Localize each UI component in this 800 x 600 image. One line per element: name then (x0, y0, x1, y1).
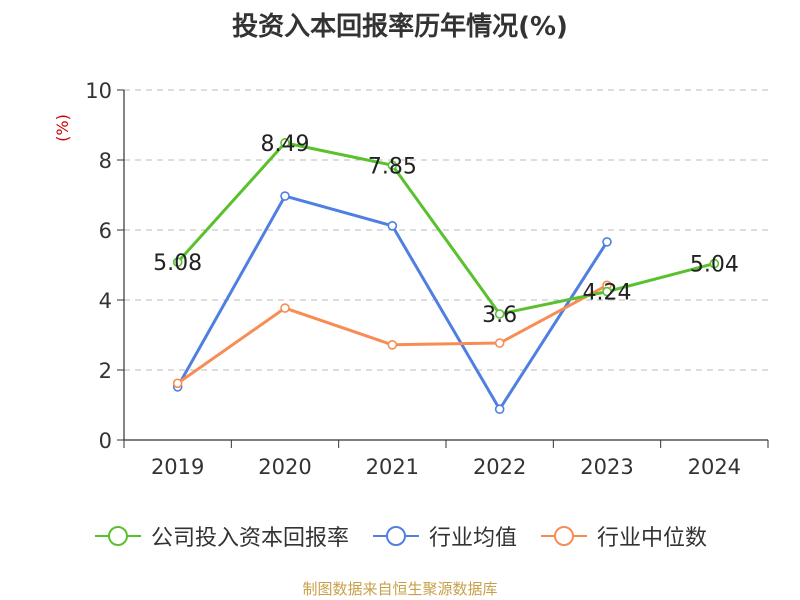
data-point (494, 309, 505, 319)
chart-title: 投资入本回报率历年情况(%) (232, 12, 568, 42)
data-point (280, 138, 290, 148)
axis-layer: 0 2 4 6 8 10 2019 2020 2021 2022 2023 2024 (85, 79, 769, 479)
label-layer: 5.08 8.49 7.85 3.6 4.24 5.04 (153, 132, 739, 328)
data-point (602, 286, 612, 297)
x-tick-label: 2020 (258, 455, 311, 479)
series-line (176, 141, 715, 316)
legend: 公司投入资本回报率 行业均值 行业中位数 (0, 518, 800, 554)
legend-label: 行业中位数 (597, 526, 708, 551)
y-tick-label: 6 (99, 219, 112, 243)
y-axis-label: (%) (53, 114, 72, 142)
data-label: 8.49 (261, 132, 310, 157)
source-note: 制图数据来自恒生聚源数据库 (302, 580, 498, 598)
data-label: 5.08 (153, 251, 202, 276)
x-tick-label: 2021 (366, 455, 419, 479)
data-label: 4.24 (583, 281, 632, 306)
data-label: 3.6 (482, 303, 517, 328)
x-tick-label: 2023 (580, 455, 633, 479)
data-point (494, 404, 505, 415)
legend-marker-icon (94, 526, 141, 546)
legend-item: 行业中位数 (539, 520, 707, 552)
y-tick-label: 2 (99, 359, 112, 383)
data-point (387, 221, 398, 231)
data-point (280, 191, 290, 201)
y-tick-label: 0 (99, 429, 112, 453)
data-point (172, 257, 183, 268)
legend-item: 行业均值 (371, 520, 517, 552)
x-tick-label: 2024 (688, 455, 741, 479)
y-tick-label: 4 (99, 289, 112, 313)
data-point (387, 339, 398, 350)
x-tick-label: 2022 (473, 455, 526, 479)
legend-marker-icon (541, 526, 587, 546)
legend-marker-icon (372, 526, 419, 546)
grid-layer (124, 89, 768, 371)
data-point (280, 303, 290, 313)
legend-label: 公司投入资本回报率 (150, 526, 349, 551)
series-layer (172, 138, 720, 415)
data-point (387, 160, 398, 171)
legend-item: 公司投入资本回报率 (93, 520, 349, 552)
data-point (709, 258, 720, 269)
y-tick-label: 10 (85, 79, 112, 103)
data-label: 7.85 (368, 154, 417, 179)
data-point (494, 338, 505, 348)
data-point (172, 378, 183, 389)
y-tick-label: 8 (99, 149, 112, 173)
data-point (602, 237, 612, 247)
legend-label: 行业均值 (428, 526, 517, 551)
x-tick-label: 2019 (151, 455, 204, 479)
data-label: 5.04 (690, 253, 739, 278)
